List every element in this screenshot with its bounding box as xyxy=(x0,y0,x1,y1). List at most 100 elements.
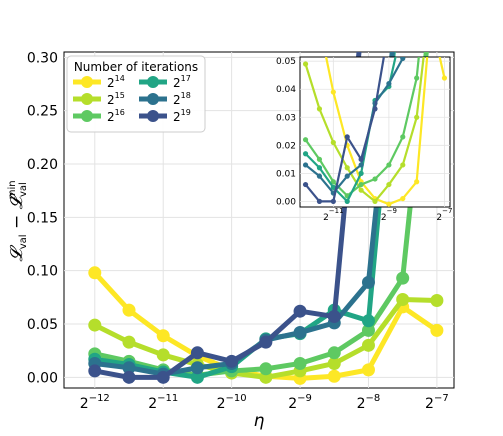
legend-entry-base: 2 xyxy=(107,110,115,124)
legend-entry-exp: 16 xyxy=(115,108,125,117)
y-tick-label: 0.10 xyxy=(27,264,58,280)
inset-data-point xyxy=(386,162,392,168)
data-point xyxy=(156,329,170,343)
inset-x-tick-label: 2−11 xyxy=(323,207,344,223)
x-tick-label-exp: −11 xyxy=(157,393,178,404)
inset-y-tick-label: 0.03 xyxy=(276,113,296,123)
inset-data-point xyxy=(344,165,350,171)
data-point xyxy=(293,304,307,318)
inset-data-point xyxy=(330,89,336,95)
inset-y-tick-label: 0.04 xyxy=(276,85,296,95)
x-tick-label: 2−10 xyxy=(217,393,247,412)
y-tick-label: 0.00 xyxy=(27,370,58,386)
data-point xyxy=(361,314,375,328)
legend-entry-label: 219 xyxy=(173,108,191,124)
data-point xyxy=(361,363,375,377)
legend-entry-base: 2 xyxy=(173,93,181,107)
inset-data-point xyxy=(316,198,323,204)
inset: 0.000.010.020.030.040.05 2−112−92−7 xyxy=(276,56,452,223)
inset-x-tick-label: 2−9 xyxy=(381,207,397,223)
inset-data-point xyxy=(316,106,323,112)
inset-data-point xyxy=(330,139,336,146)
x-tick-label-exp: −10 xyxy=(226,393,247,404)
data-point xyxy=(190,346,204,360)
legend-swatch-marker xyxy=(147,76,159,88)
data-point xyxy=(122,303,136,317)
legend-swatch-marker xyxy=(147,93,159,105)
ylabel-sub2: val xyxy=(18,182,29,197)
data-point xyxy=(327,346,341,360)
x-tick-label: 2−7 xyxy=(425,393,449,412)
data-point xyxy=(396,271,410,285)
inset-data-point xyxy=(302,137,309,143)
inset-data-point xyxy=(344,134,350,140)
series-2-19 xyxy=(88,52,362,384)
inset-data-point xyxy=(316,165,323,171)
x-tick-label-base: 2 xyxy=(148,396,157,412)
data-point xyxy=(361,275,375,289)
data-point xyxy=(327,310,341,324)
inset-data-point xyxy=(302,162,309,168)
data-point xyxy=(430,294,444,308)
inset-data-point xyxy=(400,195,406,202)
legend-entry-label: 218 xyxy=(173,91,191,107)
inset-data-point xyxy=(372,176,378,182)
legend-entry-base: 2 xyxy=(107,93,115,107)
legend-entry-exp: 17 xyxy=(181,74,191,83)
y-tick-label: 0.30 xyxy=(27,50,58,66)
inset-data-point xyxy=(414,179,420,185)
legend-entry-base: 2 xyxy=(173,110,181,124)
inset-data-point xyxy=(344,198,350,204)
inset-data-point xyxy=(358,170,364,176)
inset-data-point xyxy=(358,156,364,162)
legend-entry-exp: 18 xyxy=(181,91,191,100)
legend-swatch-marker xyxy=(147,110,159,122)
data-point xyxy=(88,364,102,378)
legend-entry-exp: 14 xyxy=(115,74,125,83)
inset-x-tick-label-base: 2 xyxy=(381,213,387,223)
legend-swatch-marker xyxy=(81,110,93,122)
inset-data-point xyxy=(358,162,364,168)
inset-y-tick-label: 0.05 xyxy=(276,57,296,67)
ylabel-sup: min xyxy=(7,180,18,199)
inset-series-2-19 xyxy=(302,57,385,204)
inset-data-point xyxy=(386,201,392,207)
inset-series-2-15 xyxy=(302,57,425,204)
inset-data-point xyxy=(358,187,364,193)
legend-entry-base: 2 xyxy=(107,76,115,90)
data-point xyxy=(327,369,341,383)
x-tick-label-base: 2 xyxy=(425,396,434,412)
inset-x-tick-label-base: 2 xyxy=(323,213,329,223)
data-point xyxy=(156,348,170,362)
data-point xyxy=(430,323,444,337)
data-point xyxy=(293,326,307,340)
x-tick-label-exp: −8 xyxy=(366,393,381,404)
inset-data-point xyxy=(414,114,420,120)
data-point xyxy=(190,361,204,375)
data-point xyxy=(361,338,375,352)
inset-data-point xyxy=(330,198,336,204)
y-tick-label: 0.20 xyxy=(27,157,58,173)
legend-entry-exp: 19 xyxy=(181,108,191,117)
data-point xyxy=(88,318,102,332)
x-tick-label: 2−12 xyxy=(80,393,110,412)
inset-y-tick-label: 0.02 xyxy=(276,141,296,151)
y-axis-label: 𝓛val − 𝓛valmin xyxy=(7,180,29,261)
x-tick-label: 2−9 xyxy=(288,393,312,412)
series-group xyxy=(88,52,444,385)
inset-data-point xyxy=(372,106,378,112)
y-tick-labels: 0.00 0.05 0.10 0.15 0.20 0.25 0.30 xyxy=(27,50,58,386)
data-point xyxy=(396,292,410,306)
legend-entry-exp: 15 xyxy=(115,91,125,100)
ylabel-sub1: val xyxy=(18,234,29,249)
x-tick-label-exp: −7 xyxy=(434,393,449,404)
x-tick-label: 2−8 xyxy=(357,393,381,412)
x-tick-label-base: 2 xyxy=(80,396,89,412)
data-point xyxy=(122,361,136,375)
legend-box xyxy=(66,55,206,133)
inset-data-point xyxy=(400,57,406,62)
inset-y-tick-labels: 0.00 0.01 0.02 0.03 0.04 0.05 xyxy=(276,57,296,207)
